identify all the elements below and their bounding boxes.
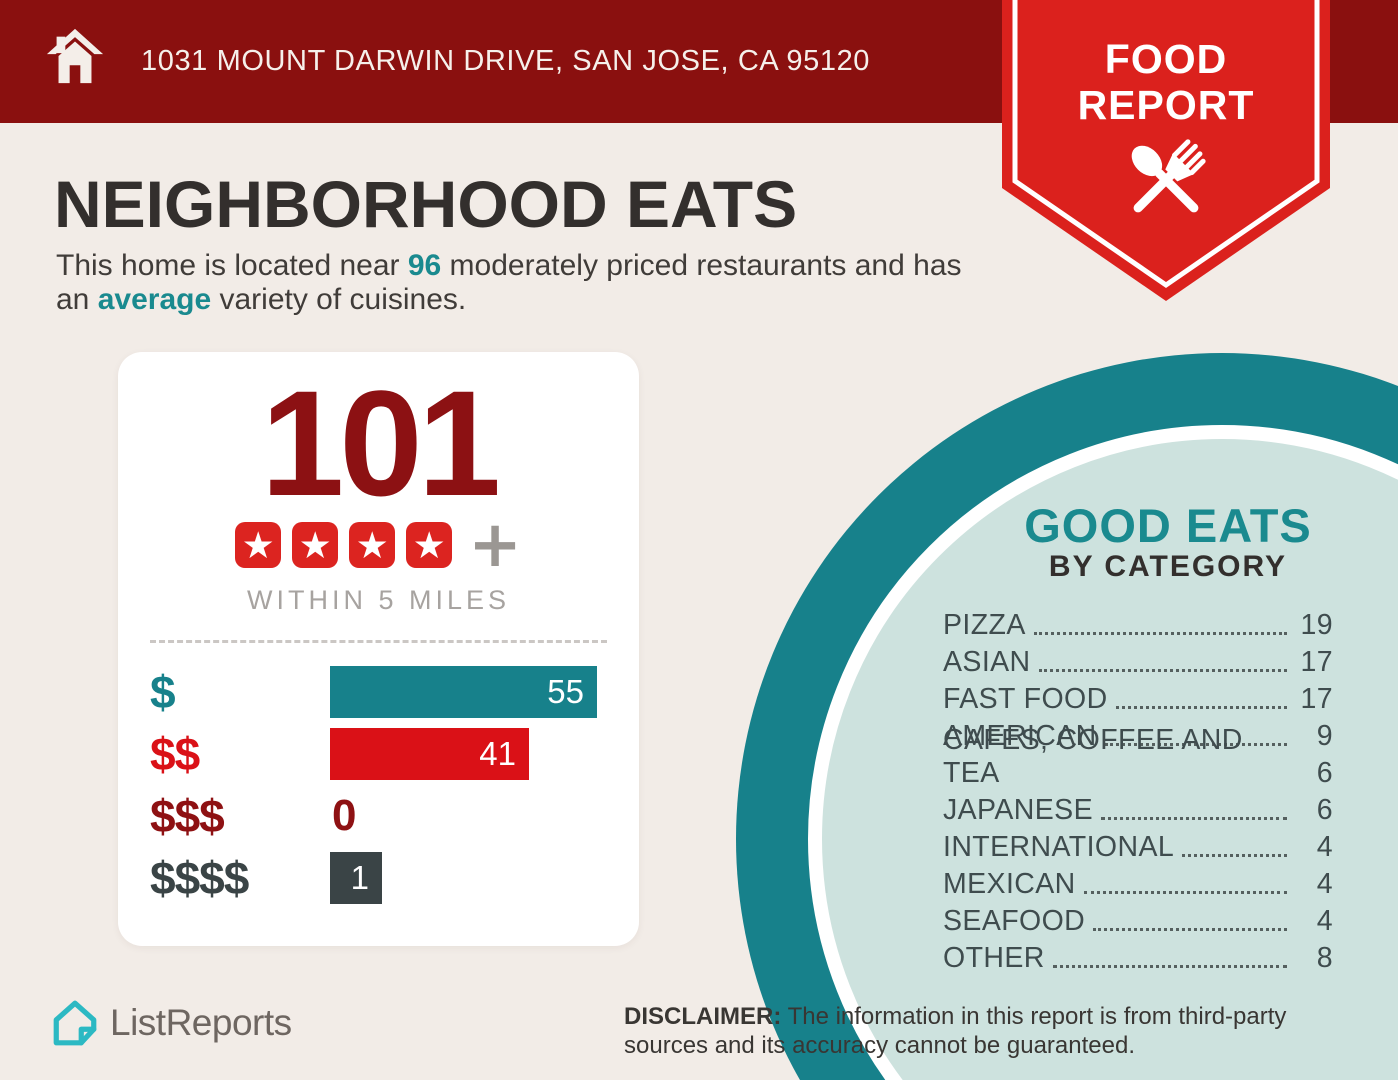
category-row: CAFES, COFFEE AND TEA 6 (943, 724, 1333, 790)
star-icon: ★ (235, 522, 282, 568)
good-eats-circle-inner (808, 425, 1398, 1080)
star-icon: ★ (406, 522, 453, 568)
star-icon: ★ (349, 522, 396, 568)
leader-dots (1100, 817, 1287, 820)
spoon-fork-icon (1131, 139, 1206, 213)
category-row: PIZZA 19 (943, 605, 1333, 642)
price-tier-bar: 55 (330, 666, 597, 718)
category-label: SEAFOOD (943, 905, 1086, 937)
leader-dots (1093, 928, 1287, 931)
category-row: SEAFOOD 4 (943, 901, 1333, 938)
price-tier-value: 41 (479, 735, 516, 772)
leader-dots (1115, 706, 1287, 709)
star-rating: ★ ★ ★ ★ + (118, 508, 639, 582)
leader-dots (1104, 743, 1287, 746)
price-tier-bar: 41 (330, 728, 529, 780)
star-icon: ★ (292, 522, 339, 568)
category-value: 4 (1316, 868, 1333, 900)
category-value: 19 (1300, 609, 1333, 641)
ribbon-title-line1: FOOD (1104, 36, 1228, 82)
price-tier-label: $$$ (150, 790, 225, 842)
price-tier-label: $$$$ (150, 852, 249, 904)
disclaimer-text: The information in this report is from t… (624, 1003, 1287, 1059)
price-tier-row: $$ 41 (150, 728, 609, 780)
category-label: CAFES, COFFEE AND TEA (943, 724, 1243, 789)
category-value: 17 (1300, 646, 1333, 678)
category-label: JAPANESE (943, 794, 1093, 826)
category-value: 4 (1316, 905, 1333, 937)
leader-dots (1052, 965, 1287, 968)
intro-part3: variety of cuisines. (211, 283, 467, 316)
category-value: 8 (1316, 942, 1333, 974)
disclaimer: DISCLAIMER: The information in this repo… (624, 1002, 1362, 1060)
category-label: MEXICAN (943, 868, 1076, 900)
category-row: INTERNATIONAL 4 (943, 827, 1333, 864)
category-value: 17 (1300, 683, 1333, 715)
price-tier-row: $$$ 0 (150, 790, 609, 842)
price-tier-row: $55 (150, 666, 609, 718)
category-row: AMERICAN 9 (943, 716, 1333, 753)
price-tier-label: $ (150, 666, 176, 718)
restaurant-count: 96 (407, 249, 442, 282)
category-label: PIZZA (943, 609, 1026, 641)
brand-name: ListReports (110, 1002, 292, 1043)
price-tier-value: 0 (332, 791, 357, 840)
leader-dots (1083, 891, 1287, 894)
category-value: 9 (1316, 720, 1333, 752)
radius-label: WITHIN 5 MILES (246, 585, 511, 615)
leader-dots (1033, 632, 1287, 635)
category-label: AMERICAN (943, 720, 1097, 752)
variety-highlight: average (97, 283, 212, 316)
leader-dots (1182, 854, 1287, 857)
category-value: 4 (1316, 831, 1333, 863)
category-row: MEXICAN 4 (943, 864, 1333, 901)
category-value: 6 (1316, 794, 1333, 826)
category-label: OTHER (943, 942, 1045, 974)
restaurant-summary-card: 101 ★ ★ ★ ★ + WITHIN 5 MILES $55 $$ 41 $$$ 0 $$$$… (118, 352, 639, 946)
house-icon (44, 26, 106, 93)
plus-icon: + (468, 508, 522, 582)
price-tier-value: 1 (350, 859, 369, 896)
listreports-logo: ListReports (50, 998, 292, 1048)
category-label: FAST FOOD (943, 683, 1108, 715)
price-tier-label: $$ (150, 728, 200, 780)
category-row: JAPANESE 6 (943, 790, 1333, 827)
category-value: 6 (1316, 757, 1333, 789)
category-row: ASIAN 17 (943, 642, 1333, 679)
intro-text: This home is located near 96 moderately … (56, 249, 986, 317)
good-eats-subtitle: BY CATEGORY (1048, 550, 1288, 583)
intro-part1: This home is located near (56, 249, 408, 282)
price-tier-value: 55 (547, 673, 584, 710)
category-label: ASIAN (943, 646, 1031, 678)
category-row: FAST FOOD 17 (943, 679, 1333, 716)
ribbon-title-line2: REPORT (1077, 82, 1255, 128)
good-eats-title: GOOD EATS (1024, 499, 1312, 552)
food-report-ribbon: FOOD REPORT (1000, 0, 1332, 306)
price-tier-bar: 1 (330, 852, 382, 904)
listreports-house-icon (53, 1000, 97, 1046)
price-tier-chart: $55 $$ 41 $$$ 0 $$$$ 1 (150, 666, 609, 914)
intro-part2: moderately priced restaurants and has an (56, 249, 962, 316)
property-address: 1031 MOUNT DARWIN DRIVE, SAN JOSE, CA 95… (141, 45, 871, 77)
disclaimer-label: DISCLAIMER: (624, 1003, 782, 1030)
page-title: NEIGHBORHOOD EATS (54, 167, 798, 241)
category-label: INTERNATIONAL (943, 831, 1175, 863)
price-tier-row: $$$$ 1 (150, 852, 609, 904)
leader-dots (1038, 669, 1287, 672)
category-list: PIZZA 19 ASIAN 17 FAST FOOD 17 AMERICAN 9 CAFES,… (943, 605, 1333, 975)
divider-dashed (150, 640, 607, 643)
total-restaurant-count: 101 (260, 359, 501, 527)
category-row: OTHER 8 (943, 938, 1333, 975)
